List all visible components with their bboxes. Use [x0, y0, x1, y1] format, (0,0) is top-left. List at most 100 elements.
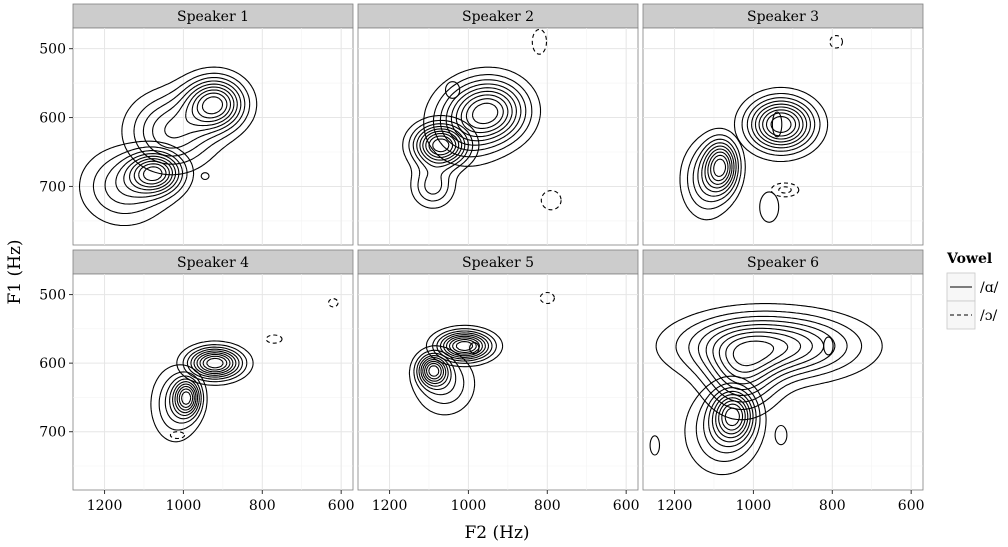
x-tick-labels: 1200 1000 800 600 1200 1000 800 600 1200 1000 800 6… — [87, 490, 925, 514]
contour-level-2 — [432, 74, 533, 158]
contour-level-8 — [138, 163, 167, 185]
panel-grid — [643, 28, 923, 245]
y-axis-title: F1 (Hz) — [5, 239, 25, 304]
panel-background — [357, 273, 639, 491]
legend-label-solid: /ɑ/ — [980, 280, 999, 296]
contour-level-9 — [732, 340, 775, 367]
panel-background — [72, 27, 354, 246]
contour-level-8 — [452, 338, 477, 353]
contour-level-9 — [142, 166, 163, 182]
contour-level-9 — [770, 115, 792, 133]
contour-level-1 — [150, 364, 208, 443]
panel-title: Speaker 6 — [747, 255, 819, 271]
panel-grid — [358, 28, 638, 245]
contour-level-8 — [721, 403, 744, 431]
panel-contours — [402, 28, 562, 211]
x-tick-label: 800 — [819, 498, 846, 514]
contour-satellite — [540, 190, 562, 211]
contour-level-7 — [718, 331, 802, 379]
contour-level-3 — [436, 330, 493, 362]
contour-level-8 — [196, 92, 228, 119]
contour-satellite — [759, 191, 780, 223]
contour-satellite — [539, 291, 555, 305]
panel-contours — [649, 303, 883, 476]
contour-level-4 — [751, 100, 811, 149]
contour-level-9 — [471, 102, 499, 125]
panel-background — [357, 27, 639, 246]
panel-contours — [150, 298, 339, 443]
contour-level-1 — [121, 66, 258, 176]
legend-entry-solid: /ɑ/ — [946, 272, 999, 302]
panel-background — [642, 27, 924, 246]
x-tick-label: 1000 — [736, 498, 772, 514]
panel-title: Speaker 5 — [462, 255, 534, 271]
contour-level-1 — [402, 114, 480, 209]
contour-level-1 — [733, 86, 829, 163]
contour-level-5 — [754, 103, 808, 146]
x-tick-label: 1000 — [451, 498, 487, 514]
contour-level-7 — [707, 151, 731, 185]
contour-level-6 — [174, 383, 197, 414]
y-tick-label: 600 — [39, 111, 66, 127]
contour-satellite — [770, 182, 800, 198]
y-tick-label: 700 — [39, 425, 66, 441]
x-tick-label: 600 — [328, 498, 355, 514]
contour-level-5 — [705, 324, 825, 391]
contour-satellite — [829, 35, 844, 49]
contour-level-1 — [78, 140, 195, 227]
contour-level-6 — [704, 148, 733, 189]
contour-level-7 — [191, 89, 232, 123]
contour-satellite — [774, 424, 788, 446]
contour-level-1 — [423, 66, 542, 167]
contour-level-2 — [686, 134, 742, 210]
contour-level-4 — [418, 355, 452, 391]
contour-level-3 — [186, 346, 244, 380]
contour-level-8 — [178, 388, 194, 409]
contour-level-4 — [697, 320, 836, 397]
contour-level-5 — [450, 87, 517, 142]
contour-level-4 — [152, 80, 242, 149]
contour-level-3 — [692, 138, 739, 203]
contour-level-3 — [746, 97, 816, 152]
panel-strip — [357, 3, 639, 29]
contour-level-9 — [181, 391, 192, 405]
contour-level-9 — [201, 96, 224, 115]
contour-satellite — [444, 81, 461, 99]
series-vowel-oh — [733, 35, 844, 198]
contour-level-3 — [688, 315, 848, 403]
x-tick-label: 800 — [534, 498, 561, 514]
contour-level-9 — [206, 357, 224, 369]
contour-level-2 — [133, 72, 251, 165]
panels-layer: Speaker 1 Speaker 2 Speaker 3 Speaker 4 Spea… — [72, 3, 924, 491]
panel-4: Speaker 4 — [72, 249, 354, 491]
series-vowel-oh — [425, 291, 555, 368]
panel-background — [642, 273, 924, 491]
contour-level-9 — [455, 341, 474, 351]
x-tick-label: 600 — [613, 498, 640, 514]
y-tick-label: 500 — [39, 42, 66, 58]
contour-level-7 — [762, 109, 800, 140]
panel-title: Speaker 1 — [177, 9, 249, 25]
series-vowel-oh — [169, 298, 339, 440]
x-tick-label: 1200 — [372, 498, 408, 514]
contour-level-2 — [432, 328, 497, 364]
series-vowel-oh — [655, 303, 883, 421]
contour-level-5 — [172, 381, 199, 417]
contour-satellite — [328, 298, 339, 308]
contour-level-3 — [439, 79, 527, 151]
contour-satellite — [169, 431, 186, 440]
contour-satellite — [771, 111, 783, 138]
contour-satellite — [200, 172, 210, 181]
contour-level-6 — [185, 86, 235, 127]
contour-level-7 — [199, 353, 231, 373]
contour-level-3 — [703, 387, 757, 454]
contour-level-7 — [176, 385, 195, 411]
panel-strip — [642, 249, 924, 275]
contour-satellite — [649, 435, 661, 456]
contour-level-8 — [710, 154, 729, 182]
series-vowel-a — [150, 364, 208, 443]
series-vowel-a — [679, 111, 783, 223]
contour-level-2 — [182, 344, 248, 383]
